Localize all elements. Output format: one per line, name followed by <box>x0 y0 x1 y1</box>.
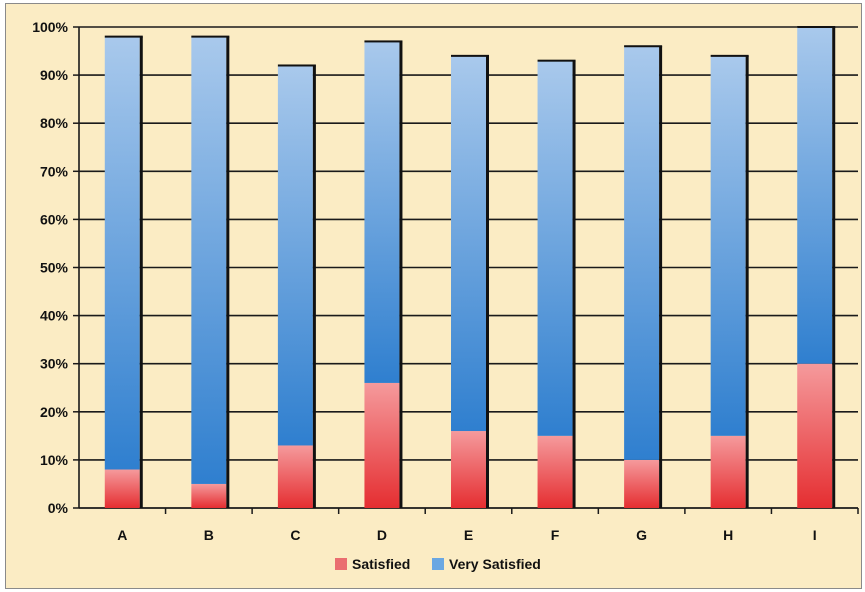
bar-very-satisfied-h <box>710 55 746 436</box>
bar-top-edge <box>624 45 663 48</box>
legend-swatch-very-satisfied <box>432 558 444 570</box>
bar-satisfied-d <box>364 382 400 508</box>
y-tick-label: 20% <box>40 404 69 420</box>
bar-satisfied-i <box>797 363 833 508</box>
y-tick-label: 80% <box>40 115 69 131</box>
x-tick-label: A <box>117 527 127 543</box>
x-tick-label: F <box>551 527 560 543</box>
bar-shadow <box>486 55 489 509</box>
legend-label-very-satisfied: Very Satisfied <box>449 556 541 572</box>
bar-very-satisfied-a <box>104 36 140 470</box>
x-tick-label: C <box>290 527 300 543</box>
y-tick-label: 10% <box>40 452 69 468</box>
bar-shadow <box>745 55 749 509</box>
bar-very-satisfied-b <box>191 36 227 484</box>
bar-very-satisfied-g <box>624 46 660 460</box>
bar-very-satisfied-d <box>364 41 400 383</box>
y-tick-label: 50% <box>40 260 69 276</box>
x-tick-label: B <box>204 527 214 543</box>
y-tick-label: 60% <box>40 211 69 227</box>
bar-shadow <box>399 41 403 509</box>
legend-label-satisfied: Satisfied <box>352 556 410 572</box>
bar-satisfied-h <box>710 435 746 508</box>
bar-satisfied-a <box>104 469 140 508</box>
bar-shadow <box>312 65 316 508</box>
bar-shadow <box>832 27 836 508</box>
bar-satisfied-c <box>277 445 313 508</box>
bar-very-satisfied-i <box>797 27 833 364</box>
bar-shadow <box>659 46 663 509</box>
bar-top-edge <box>537 59 576 62</box>
y-tick-label: 90% <box>40 67 69 83</box>
bar-shadow <box>226 36 230 509</box>
bar-very-satisfied-f <box>537 60 573 436</box>
bar-satisfied-f <box>537 435 573 508</box>
bar-top-edge <box>191 35 230 38</box>
bar-satisfied-g <box>624 459 660 508</box>
y-tick-label: 40% <box>40 308 69 324</box>
y-tick-label: 100% <box>32 19 68 35</box>
bar-satisfied-e <box>451 431 486 508</box>
x-tick-label: G <box>636 527 647 543</box>
x-tick-label: I <box>813 527 817 543</box>
y-tick-label: 30% <box>40 356 69 372</box>
x-tick-label: H <box>723 527 733 543</box>
bar-very-satisfied-e <box>451 55 486 432</box>
x-tick-label: D <box>377 527 387 543</box>
bar-top-edge <box>364 40 403 43</box>
bar-top-edge <box>277 64 316 67</box>
bar-shadow <box>139 36 143 509</box>
bar-top-edge <box>451 54 489 57</box>
bar-satisfied-b <box>191 483 227 508</box>
x-tick-label: E <box>464 527 473 543</box>
y-tick-label: 0% <box>48 500 69 516</box>
bar-top-edge <box>797 26 836 28</box>
bar-very-satisfied-c <box>277 65 313 446</box>
legend-swatch-satisfied <box>335 558 347 570</box>
bar-top-edge <box>104 35 143 38</box>
bar-top-edge <box>710 54 749 57</box>
bar-shadow <box>572 60 576 509</box>
y-tick-label: 70% <box>40 163 69 179</box>
